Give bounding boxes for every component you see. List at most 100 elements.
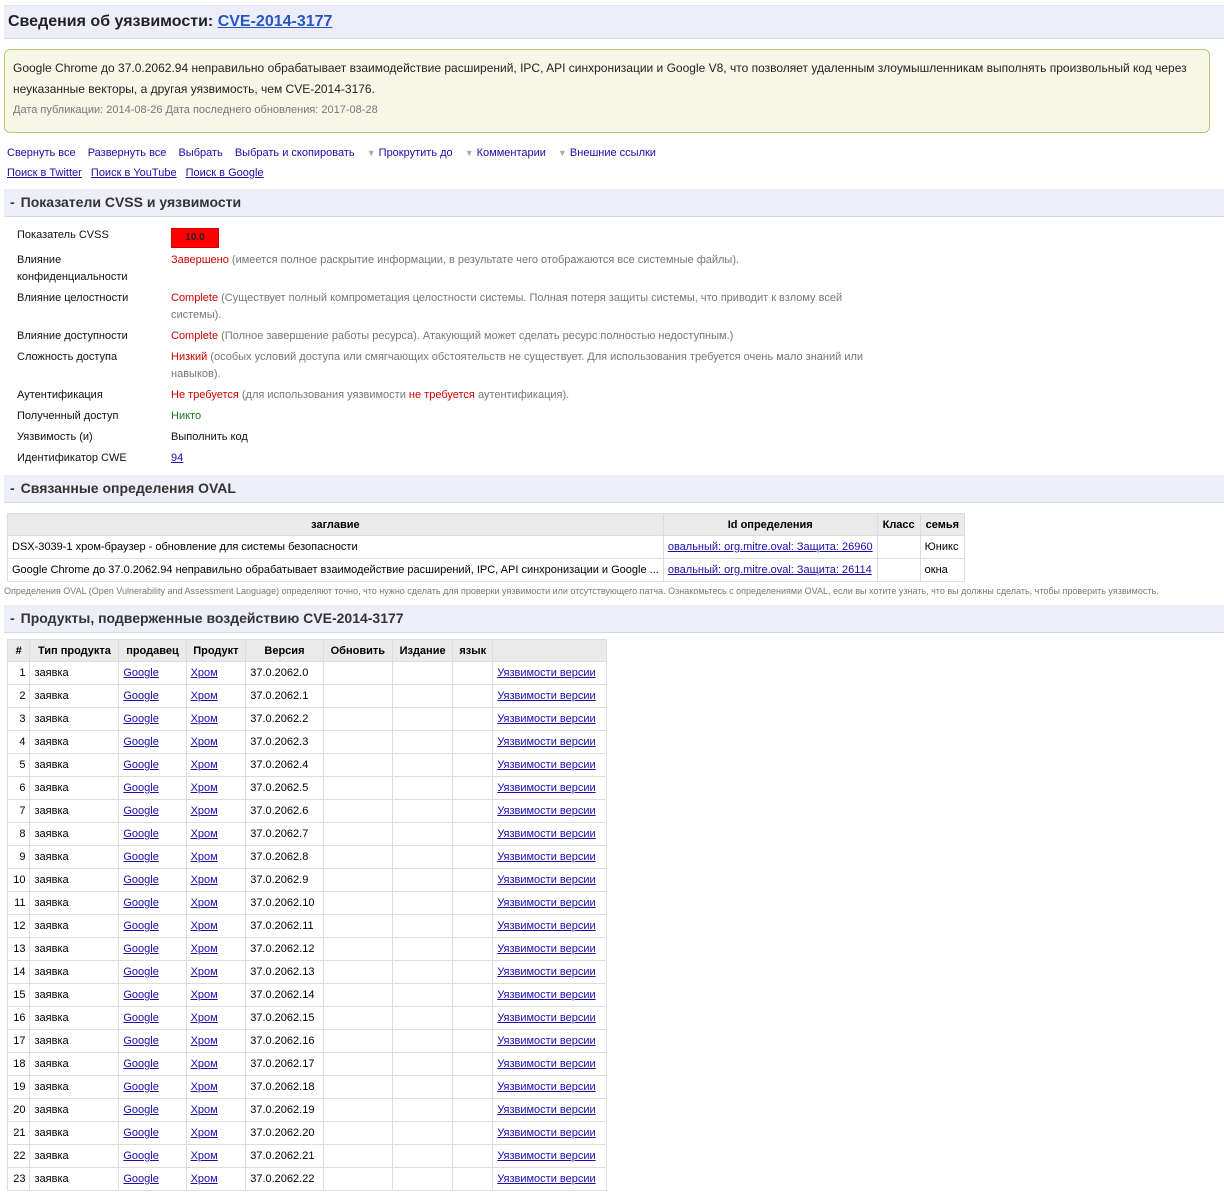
oval-definition-link[interactable]: овальный: org.mitre.oval: Защита: 26960 (667, 541, 873, 553)
action-links: Свернуть все Развернуть все Выбрать Выбр… (4, 133, 1224, 183)
vendor-link[interactable]: Google (123, 1150, 159, 1162)
comments-dropdown[interactable]: Комментарии (476, 147, 546, 159)
vendor-link[interactable]: Google (123, 759, 159, 771)
product-link[interactable]: Хром (190, 989, 218, 1001)
version-vulnerabilities-link[interactable]: Уязвимости версии (497, 989, 596, 1001)
version-vulnerabilities-link[interactable]: Уязвимости версии (497, 782, 596, 794)
vendor-link[interactable]: Google (123, 897, 159, 909)
version-vulnerabilities-link[interactable]: Уязвимости версии (497, 1150, 596, 1162)
search-youtube-link[interactable]: Поиск в YouTube (90, 167, 177, 179)
vendor-link[interactable]: Google (123, 690, 159, 702)
version-vulnerabilities-link[interactable]: Уязвимости версии (497, 1081, 596, 1093)
version-vulnerabilities-link[interactable]: Уязвимости версии (497, 874, 596, 886)
version-vulnerabilities-link[interactable]: Уязвимости версии (497, 1127, 596, 1139)
version-vulnerabilities-link[interactable]: Уязвимости версии (497, 736, 596, 748)
vendor-link[interactable]: Google (123, 989, 159, 1001)
version-vulnerabilities-link[interactable]: Уязвимости версии (497, 943, 596, 955)
vendor-link[interactable]: Google (123, 851, 159, 863)
product-link[interactable]: Хром (190, 690, 218, 702)
version-vulnerabilities-link[interactable]: Уязвимости версии (497, 1035, 596, 1047)
table-row: 22 заявка Google Хром 37.0.2062.21 Уязвимости… (6, 1144, 607, 1168)
version-vulnerabilities-link[interactable]: Уязвимости версии (497, 713, 596, 725)
version-vulnerabilities-link[interactable]: Уязвимости версии (497, 759, 596, 771)
expand-all-link[interactable]: Развернуть все (87, 147, 167, 159)
oval-section-header[interactable]: - Связанные определения OVAL (4, 475, 1224, 503)
column-header (492, 639, 607, 662)
version-vulnerabilities-link[interactable]: Уязвимости версии (497, 966, 596, 978)
collapse-toggle[interactable]: - (10, 610, 15, 626)
cve-link[interactable]: CVE-2014-3177 (217, 13, 333, 30)
vendor-link[interactable]: Google (123, 1035, 159, 1047)
version-vulnerabilities-link[interactable]: Уязвимости версии (497, 851, 596, 863)
cvss-row: Сложность доступа Низкий (особых условий … (17, 351, 864, 380)
version-vulnerabilities-link[interactable]: Уязвимости версии (497, 667, 596, 679)
product-link[interactable]: Хром (190, 897, 218, 909)
product-link[interactable]: Хром (190, 1081, 218, 1093)
version-vulnerabilities-link[interactable]: Уязвимости версии (497, 828, 596, 840)
vendor-link[interactable]: Google (123, 805, 159, 817)
cvss-row: Влияние целостности Complete (Существует … (17, 292, 843, 321)
search-google-link[interactable]: Поиск в Google (185, 167, 264, 179)
vendor-link[interactable]: Google (123, 1081, 159, 1093)
vendor-link[interactable]: Google (123, 736, 159, 748)
product-link[interactable]: Хром (190, 851, 218, 863)
column-header: заглавие (7, 513, 664, 536)
product-link[interactable]: Хром (190, 713, 218, 725)
oval-note: Определения OVAL (Open Vulnerability and… (4, 586, 1159, 596)
product-link[interactable]: Хром (190, 1058, 218, 1070)
product-link[interactable]: Хром (190, 1104, 218, 1116)
table-row: 19 заявка Google Хром 37.0.2062.18 Уязвимости… (6, 1075, 607, 1099)
collapse-all-link[interactable]: Свернуть все (7, 147, 76, 159)
version-vulnerabilities-link[interactable]: Уязвимости версии (497, 690, 596, 702)
select-copy-link[interactable]: Выбрать и скопировать (234, 147, 355, 159)
product-link[interactable]: Хром (190, 667, 218, 679)
vendor-link[interactable]: Google (123, 1127, 159, 1139)
product-link[interactable]: Хром (190, 828, 218, 840)
product-link[interactable]: Хром (190, 943, 218, 955)
version-vulnerabilities-link[interactable]: Уязвимости версии (497, 1104, 596, 1116)
version-vulnerabilities-link[interactable]: Уязвимости версии (497, 1012, 596, 1024)
version-vulnerabilities-link[interactable]: Уязвимости версии (497, 1058, 596, 1070)
product-link[interactable]: Хром (190, 1173, 218, 1185)
product-link[interactable]: Хром (190, 1012, 218, 1024)
product-link[interactable]: Хром (190, 1150, 218, 1162)
table-row: Google Chrome до 37.0.2062.94 неправильн… (7, 558, 966, 582)
description-box: Google Chrome до 37.0.2062.94 неправильн… (4, 49, 1210, 133)
cvss-section-header[interactable]: - Показатели CVSS и уязвимости (4, 189, 1224, 217)
product-link[interactable]: Хром (190, 759, 218, 771)
search-twitter-link[interactable]: Поиск в Twitter (7, 167, 82, 179)
product-link[interactable]: Хром (190, 736, 218, 748)
product-link[interactable]: Хром (190, 1035, 218, 1047)
product-link[interactable]: Хром (190, 782, 218, 794)
dropdown-arrow-icon: ▼ (366, 148, 376, 158)
product-link[interactable]: Хром (190, 1127, 218, 1139)
vendor-link[interactable]: Google (123, 920, 159, 932)
vendor-link[interactable]: Google (123, 874, 159, 886)
vendor-link[interactable]: Google (123, 782, 159, 794)
external-links-dropdown[interactable]: Внешние ссылки (569, 147, 656, 159)
collapse-toggle[interactable]: - (10, 194, 15, 210)
select-link[interactable]: Выбрать (178, 147, 223, 159)
vendor-link[interactable]: Google (123, 1173, 159, 1185)
product-link[interactable]: Хром (190, 920, 218, 932)
version-vulnerabilities-link[interactable]: Уязвимости версии (497, 897, 596, 909)
cwe-link[interactable]: 94 (171, 452, 184, 464)
vendor-link[interactable]: Google (123, 1012, 159, 1024)
oval-definition-link[interactable]: овальный: org.mitre.oval: Защита: 26114 (667, 564, 872, 576)
vendor-link[interactable]: Google (123, 943, 159, 955)
products-section-header[interactable]: - Продукты, подверженные воздействию CVE-… (4, 605, 1224, 633)
product-link[interactable]: Хром (190, 805, 218, 817)
vendor-link[interactable]: Google (123, 1058, 159, 1070)
vendor-link[interactable]: Google (123, 713, 159, 725)
version-vulnerabilities-link[interactable]: Уязвимости версии (497, 805, 596, 817)
vendor-link[interactable]: Google (123, 667, 159, 679)
vendor-link[interactable]: Google (123, 1104, 159, 1116)
scroll-to-dropdown[interactable]: Прокрутить до (378, 147, 453, 159)
vendor-link[interactable]: Google (123, 828, 159, 840)
vendor-link[interactable]: Google (123, 966, 159, 978)
version-vulnerabilities-link[interactable]: Уязвимости версии (497, 1173, 596, 1185)
collapse-toggle[interactable]: - (10, 480, 15, 496)
product-link[interactable]: Хром (190, 874, 218, 886)
version-vulnerabilities-link[interactable]: Уязвимости версии (497, 920, 596, 932)
product-link[interactable]: Хром (190, 966, 218, 978)
